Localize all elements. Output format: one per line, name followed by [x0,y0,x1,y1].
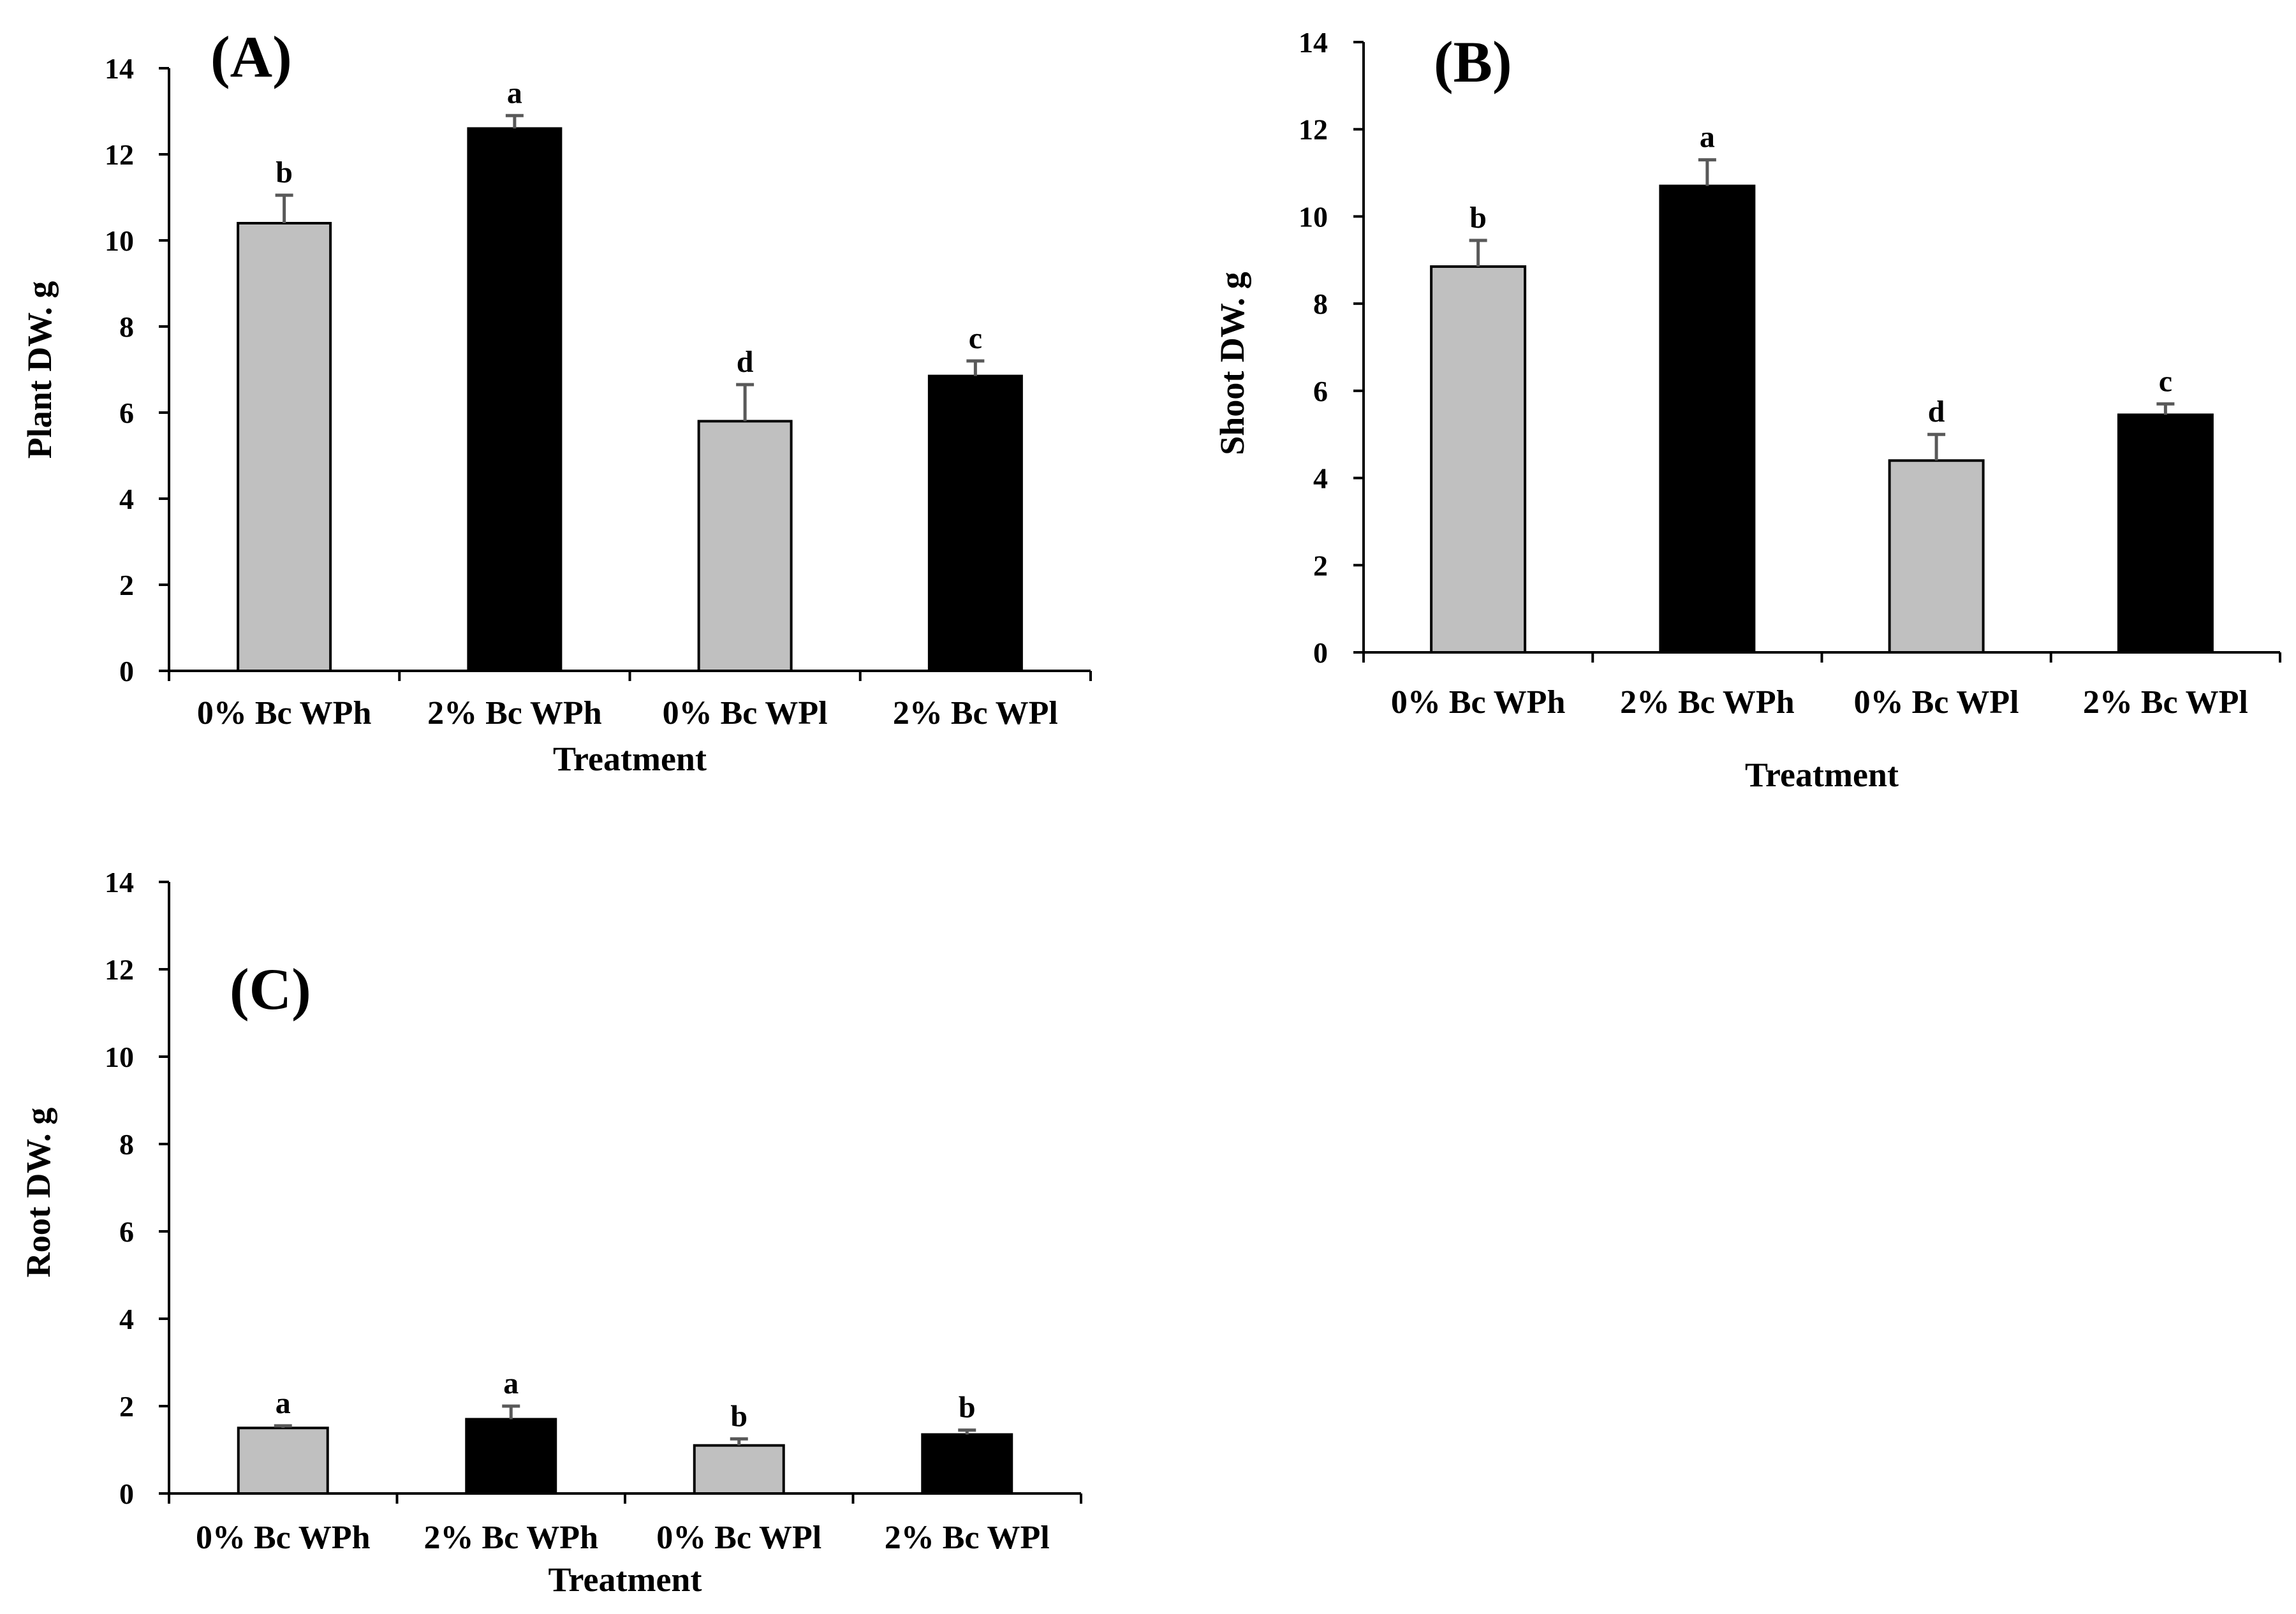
x-category-label: 0% Bc WPh [197,695,372,731]
y-axis-title: Root DW. g [19,1108,57,1278]
significance-letter: c [2159,364,2172,398]
bar [693,1444,785,1495]
y-tick-label: 2 [1313,549,1328,582]
y-tick-label: 2 [119,569,134,601]
significance-letter: b [276,156,293,189]
panel-label: (C) [230,957,311,1022]
significance-letter: c [969,321,982,355]
x-category-label: 0% Bc WPl [656,1520,821,1556]
bar [921,1433,1013,1495]
y-tick-label: 4 [119,1303,134,1335]
y-tick-label: 12 [1299,114,1328,146]
bar [1659,184,1756,654]
x-category-label: 0% Bc WPh [196,1520,371,1556]
x-axis-title: Treatment [1745,756,1899,794]
y-tick-label: 14 [1299,26,1328,59]
y-tick-label: 6 [1313,375,1328,407]
bar [1888,459,1985,654]
y-tick-label: 6 [119,397,134,429]
x-category-label: 2% Bc WPh [427,695,602,731]
y-tick-label: 4 [1313,462,1328,495]
y-tick-label: 0 [119,655,134,687]
y-tick-label: 12 [105,953,134,986]
y-tick-label: 6 [119,1215,134,1248]
bar [2117,413,2214,654]
y-tick-label: 14 [105,52,134,85]
bar [927,374,1023,672]
x-category-label: 2% Bc WPl [885,1520,1050,1556]
x-category-label: 2% Bc WPh [1620,684,1795,721]
bar [1430,265,1527,654]
x-category-label: 2% Bc WPh [423,1520,598,1556]
x-category-label: 0% Bc WPh [1391,684,1566,721]
significance-letter: a [507,76,522,110]
significance-letter: b [1469,201,1487,235]
chart-panel-b: 0 2 4 6 8 10 12 14 b 0% Bc WPh a 2% Bc WPh d 0% Bc WP… [1213,26,2281,794]
chart-panel-c: 0 2 4 6 8 10 12 14 a 0% Bc WPh a 2% Bc WPh b 0% Bc WP… [19,866,1082,1599]
x-category-label: 0% Bc WPl [663,695,828,731]
bar [467,127,563,672]
panel-label: (A) [210,24,292,89]
y-tick-label: 8 [119,311,134,343]
significance-letter: b [959,1391,976,1425]
significance-letter: a [276,1386,291,1420]
bar [237,222,332,672]
y-tick-label: 14 [105,866,134,899]
significance-letter: b [730,1399,747,1433]
y-tick-label: 2 [119,1390,134,1423]
chart-panel-a: 0 2 4 6 8 10 12 14 b 0% Bc WPh a 2% Bc WPh d 0% Bc WP… [20,24,1092,778]
y-axis-title: Shoot DW. g [1213,272,1251,455]
x-category-label: 0% Bc WPl [1854,684,2019,721]
y-tick-label: 0 [119,1478,134,1510]
y-tick-label: 12 [105,138,134,171]
x-category-label: 2% Bc WPl [2083,684,2248,721]
bar [237,1427,329,1495]
y-tick-label: 10 [105,224,134,257]
y-tick-label: 8 [1313,288,1328,320]
y-axis-title: Plant DW. g [20,281,59,459]
significance-letter: d [737,345,754,379]
bar [465,1418,557,1495]
significance-letter: a [503,1367,519,1400]
x-axis-title: Treatment [548,1560,702,1599]
y-tick-label: 10 [1299,200,1328,233]
x-category-label: 2% Bc WPl [893,695,1058,731]
significance-letter: d [1928,395,1945,429]
y-tick-label: 4 [119,483,134,515]
y-tick-label: 10 [105,1041,134,1073]
bar [697,420,793,672]
significance-letter: a [1700,121,1715,154]
y-tick-label: 0 [1313,636,1328,669]
x-axis-title: Treatment [553,740,707,778]
y-tick-label: 8 [119,1128,134,1161]
panel-label: (B) [1434,29,1512,94]
